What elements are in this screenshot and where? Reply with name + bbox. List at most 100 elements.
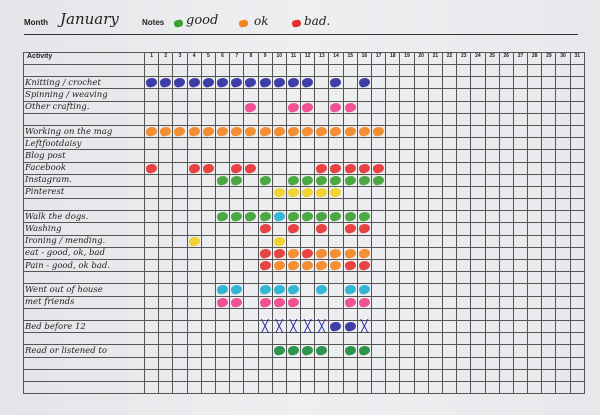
day-cell[interactable] <box>470 356 486 370</box>
day-cell[interactable] <box>370 380 387 395</box>
day-cell[interactable] <box>413 283 429 297</box>
day-cell[interactable] <box>512 319 529 334</box>
day-cell[interactable] <box>427 246 443 261</box>
day-cell[interactable] <box>456 380 472 395</box>
day-cell[interactable] <box>243 344 259 358</box>
day-cell[interactable] <box>257 356 273 370</box>
day-cell[interactable] <box>399 185 415 200</box>
day-cell[interactable] <box>484 161 500 175</box>
day-cell[interactable] <box>328 332 344 346</box>
day-cell[interactable] <box>541 271 557 285</box>
day-cell[interactable] <box>370 161 387 175</box>
day-cell[interactable] <box>172 112 188 126</box>
day-cell[interactable] <box>229 222 245 236</box>
day-cell[interactable] <box>200 246 216 261</box>
day-cell[interactable] <box>285 222 302 236</box>
day-cell[interactable] <box>158 149 174 163</box>
day-cell[interactable] <box>484 173 500 187</box>
day-cell[interactable] <box>214 234 231 248</box>
day-cell[interactable] <box>484 100 500 114</box>
day-cell[interactable] <box>186 210 202 224</box>
day-cell[interactable] <box>370 319 387 334</box>
day-cell[interactable] <box>243 173 259 187</box>
day-cell[interactable] <box>569 258 585 273</box>
day-cell[interactable] <box>484 295 500 309</box>
day-cell[interactable] <box>172 356 188 370</box>
day-cell[interactable] <box>200 380 216 395</box>
day-cell[interactable] <box>484 258 500 273</box>
day-cell[interactable] <box>328 198 344 212</box>
day-cell[interactable] <box>385 271 401 285</box>
day-cell[interactable] <box>427 137 443 151</box>
day-cell[interactable] <box>229 88 245 102</box>
day-cell[interactable] <box>328 63 344 78</box>
day-cell[interactable] <box>370 112 387 126</box>
day-cell[interactable] <box>555 368 571 382</box>
day-cell[interactable] <box>300 258 316 273</box>
day-cell[interactable] <box>555 198 571 212</box>
day-cell[interactable] <box>300 161 316 175</box>
day-cell[interactable] <box>498 112 514 126</box>
day-cell[interactable] <box>158 137 174 151</box>
day-cell[interactable] <box>385 307 401 321</box>
day-cell[interactable] <box>342 307 358 321</box>
day-cell[interactable] <box>186 137 202 151</box>
day-cell[interactable] <box>569 368 585 382</box>
day-cell[interactable] <box>143 76 160 90</box>
day-cell[interactable] <box>527 112 543 126</box>
day-cell[interactable] <box>427 368 443 382</box>
day-cell[interactable] <box>158 319 174 334</box>
day-cell[interactable] <box>512 124 529 139</box>
day-cell[interactable] <box>370 173 387 187</box>
day-cell[interactable] <box>172 368 188 382</box>
day-cell[interactable] <box>484 185 500 200</box>
day-cell[interactable] <box>456 173 472 187</box>
day-cell[interactable] <box>285 368 302 382</box>
day-cell[interactable] <box>527 368 543 382</box>
day-cell[interactable] <box>328 100 344 114</box>
day-cell[interactable] <box>555 100 571 114</box>
day-cell[interactable] <box>399 356 415 370</box>
day-cell[interactable] <box>285 344 302 358</box>
day-cell[interactable] <box>143 222 160 236</box>
day-cell[interactable] <box>399 368 415 382</box>
day-cell[interactable] <box>541 295 557 309</box>
day-cell[interactable] <box>214 380 231 395</box>
day-cell[interactable] <box>498 344 514 358</box>
day-cell[interactable] <box>484 332 500 346</box>
day-cell[interactable] <box>527 173 543 187</box>
day-cell[interactable] <box>370 63 387 78</box>
day-cell[interactable] <box>356 295 373 309</box>
day-cell[interactable] <box>229 356 245 370</box>
day-cell[interactable] <box>385 210 401 224</box>
day-cell[interactable] <box>512 332 529 346</box>
day-cell[interactable] <box>172 222 188 236</box>
day-cell[interactable] <box>498 234 514 248</box>
day-cell[interactable] <box>527 198 543 212</box>
day-cell[interactable] <box>158 234 174 248</box>
day-cell[interactable] <box>555 76 571 90</box>
day-cell[interactable] <box>229 295 245 309</box>
day-cell[interactable]: ╳ <box>271 319 287 334</box>
day-cell[interactable] <box>399 149 415 163</box>
day-cell[interactable] <box>243 283 259 297</box>
day-cell[interactable] <box>541 258 557 273</box>
day-cell[interactable] <box>441 185 458 200</box>
day-cell[interactable] <box>541 368 557 382</box>
day-cell[interactable] <box>427 222 443 236</box>
day-cell[interactable] <box>527 307 543 321</box>
day-cell[interactable] <box>470 210 486 224</box>
day-cell[interactable] <box>569 210 585 224</box>
day-cell[interactable] <box>342 234 358 248</box>
day-cell[interactable] <box>456 307 472 321</box>
day-cell[interactable] <box>300 112 316 126</box>
day-cell[interactable] <box>555 319 571 334</box>
day-cell[interactable] <box>229 124 245 139</box>
day-cell[interactable] <box>257 258 273 273</box>
day-cell[interactable] <box>413 137 429 151</box>
day-cell[interactable] <box>285 356 302 370</box>
day-cell[interactable] <box>158 356 174 370</box>
day-cell[interactable] <box>470 63 486 78</box>
day-cell[interactable] <box>257 137 273 151</box>
day-cell[interactable] <box>370 356 387 370</box>
